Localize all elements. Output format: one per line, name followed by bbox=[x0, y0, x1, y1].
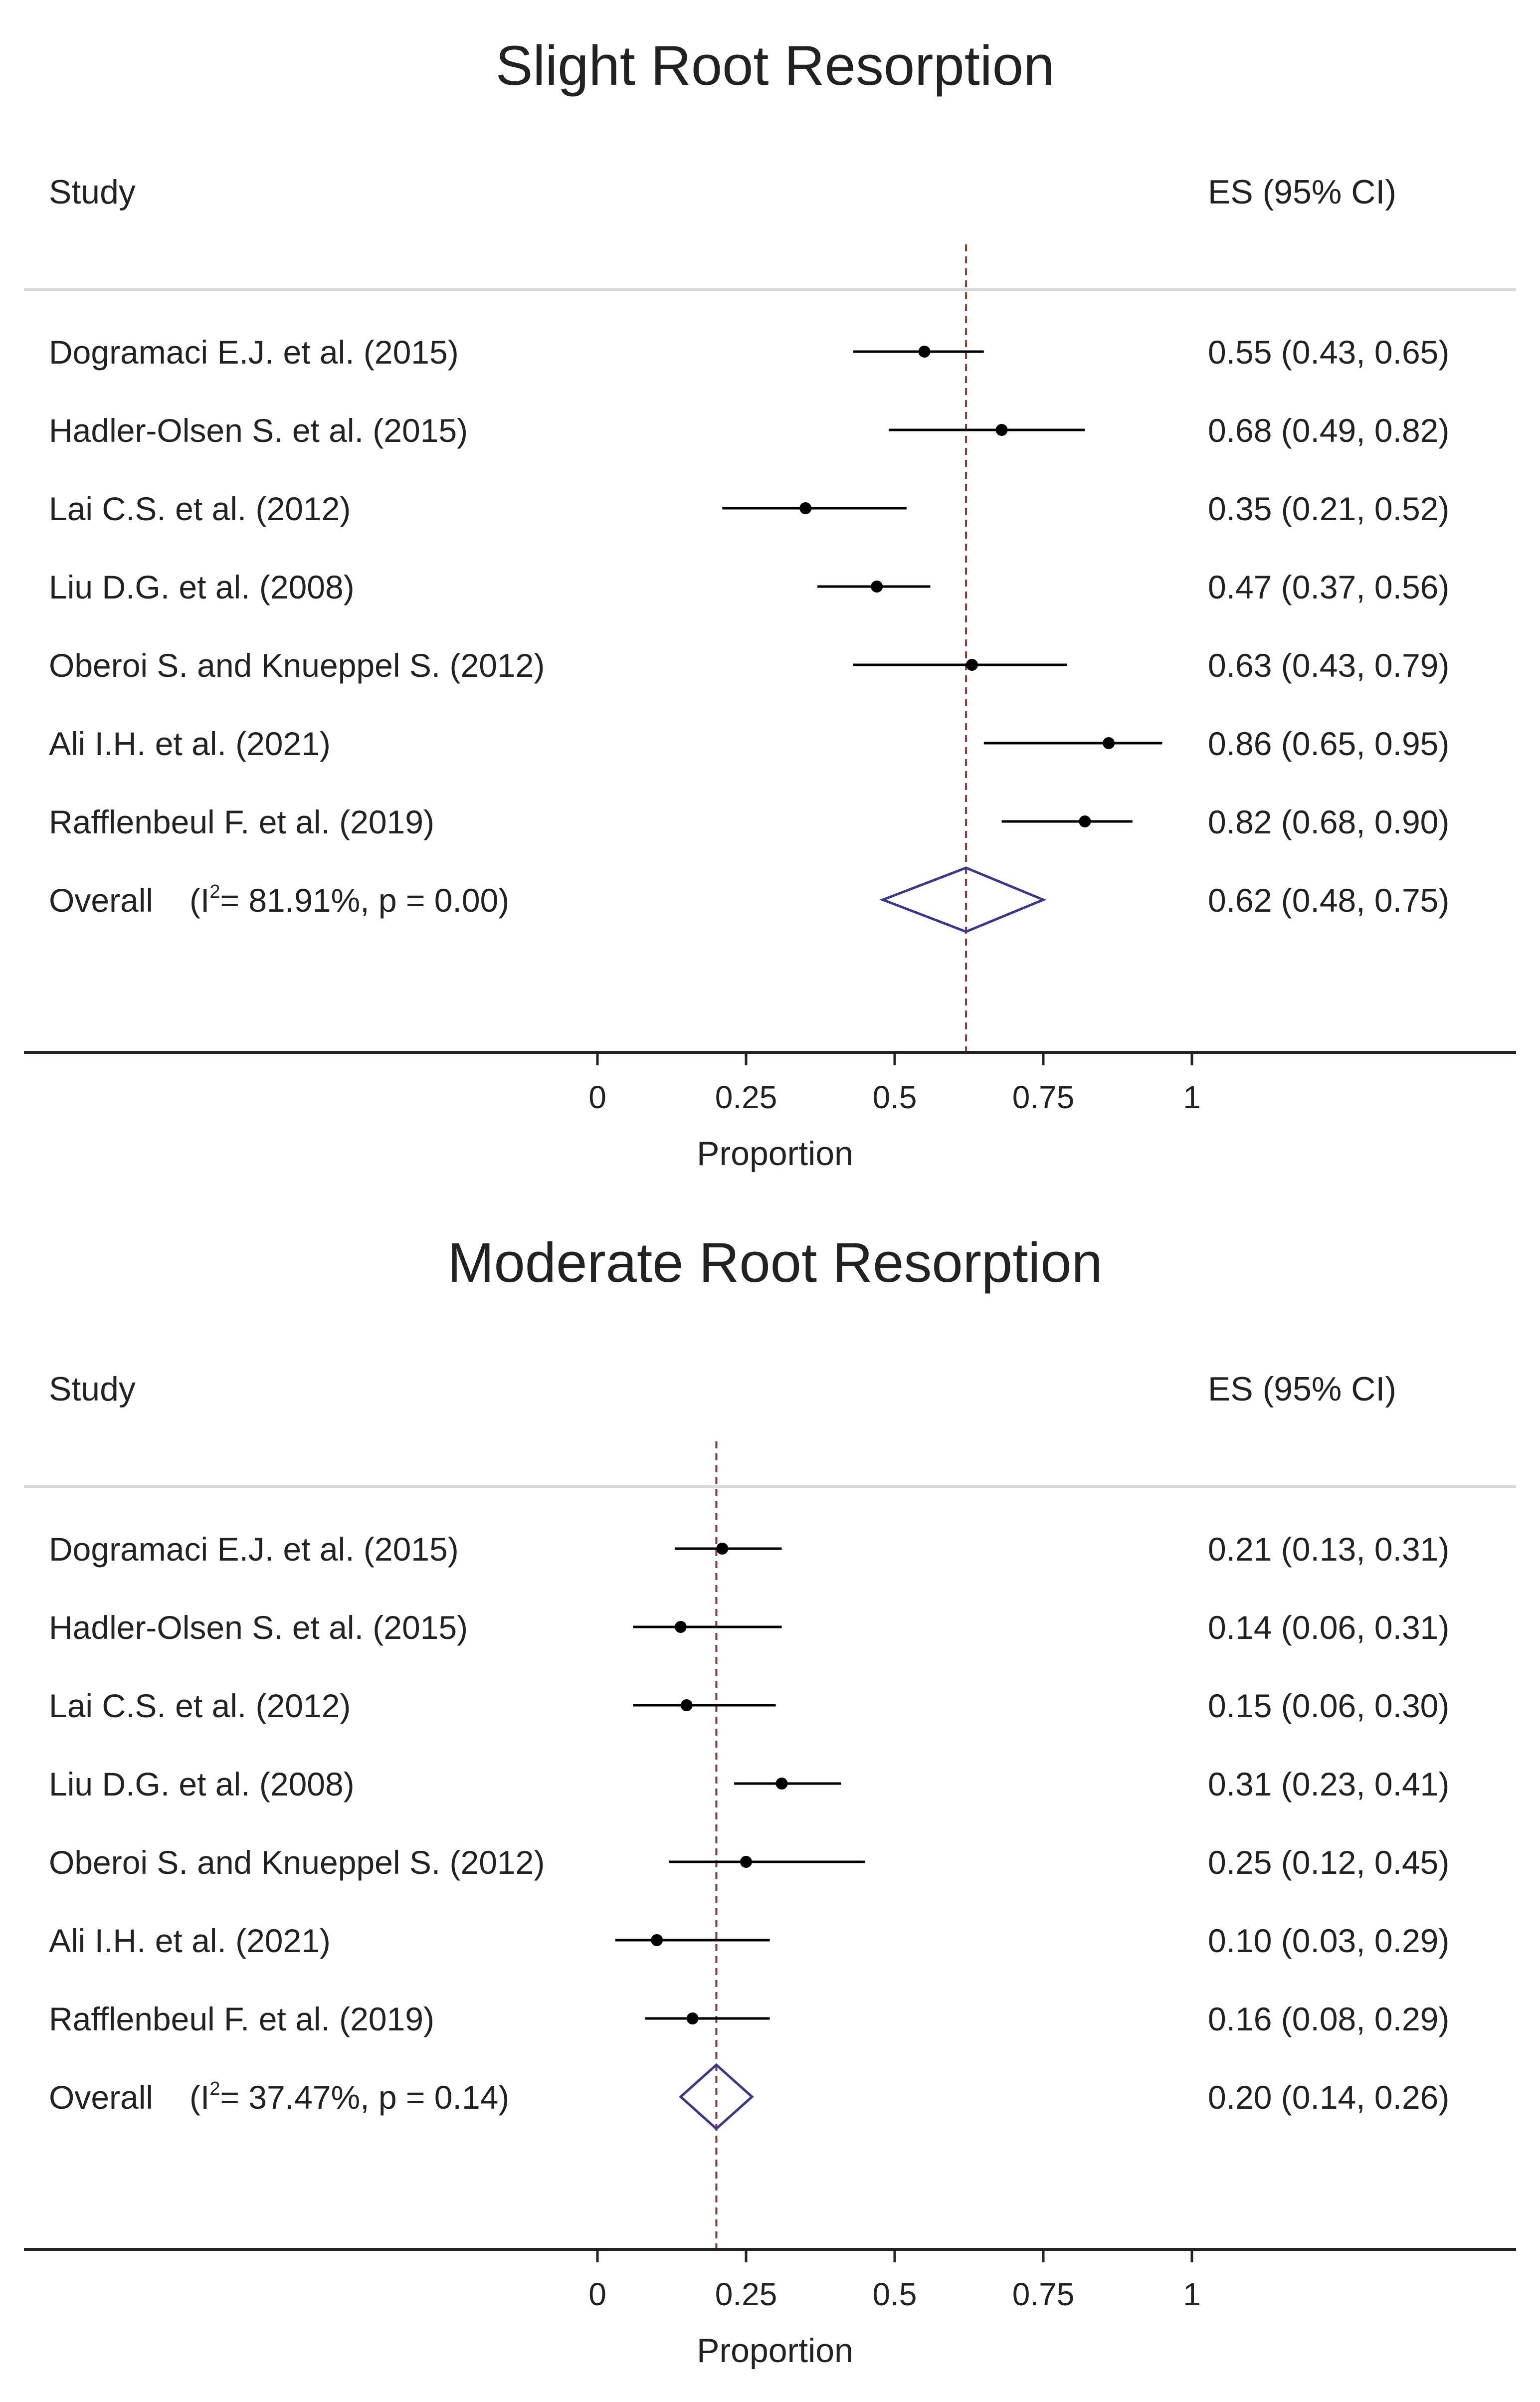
x-tick-label: 0 bbox=[588, 2276, 606, 2312]
study-name: Oberoi S. and Knueppel S. (2012) bbox=[49, 1844, 545, 1881]
heterogeneity-prefix: (I bbox=[190, 2079, 209, 2116]
study-name: Liu D.G. et al. (2008) bbox=[49, 569, 355, 605]
column-header-es: ES (95% CI) bbox=[1208, 173, 1396, 211]
effect-size-label: 0.14 (0.06, 0.31) bbox=[1208, 1609, 1449, 1646]
point-estimate bbox=[740, 1856, 752, 1868]
study-name: Hadler-Olsen S. et al. (2015) bbox=[49, 1609, 468, 1646]
study-name: Dogramaci E.J. et al. (2015) bbox=[49, 1531, 459, 1568]
heterogeneity-stat: (I2= 81.91%, p = 0.00) bbox=[190, 881, 509, 919]
point-estimate bbox=[799, 502, 812, 514]
point-estimate bbox=[1103, 737, 1115, 749]
heterogeneity-stat: (I2= 37.47%, p = 0.14) bbox=[190, 2078, 509, 2116]
effect-size-label: 0.68 (0.49, 0.82) bbox=[1208, 412, 1449, 449]
point-estimate bbox=[651, 1934, 663, 1946]
effect-size-label: 0.25 (0.12, 0.45) bbox=[1208, 1844, 1449, 1881]
overall-diamond bbox=[679, 2063, 754, 2131]
effect-size-label: 0.55 (0.43, 0.65) bbox=[1208, 334, 1449, 371]
study-name: Oberoi S. and Knueppel S. (2012) bbox=[49, 647, 545, 684]
x-tick-label: 0.25 bbox=[715, 1079, 777, 1115]
heterogeneity-superscript: 2 bbox=[209, 881, 220, 902]
effect-size-label: 0.63 (0.43, 0.79) bbox=[1208, 647, 1449, 684]
heterogeneity-prefix: (I bbox=[190, 882, 209, 919]
heterogeneity-superscript: 2 bbox=[209, 2078, 220, 2099]
overall-effect-size-label: 0.62 (0.48, 0.75) bbox=[1208, 882, 1449, 919]
overall-label: Overall bbox=[49, 2079, 153, 2116]
point-estimate bbox=[871, 581, 883, 593]
x-tick-label: 0.25 bbox=[715, 2276, 777, 2312]
forest-plot-svg: Slight Root Resorption Study ES (95% CI) Do… bbox=[24, 34, 1516, 1173]
x-axis-label: Proportion bbox=[697, 2332, 853, 2370]
effect-size-label: 0.21 (0.13, 0.31) bbox=[1208, 1531, 1449, 1568]
x-tick-label: 0.75 bbox=[1012, 2276, 1075, 2312]
forest-plot-svg: Moderate Root Resorption Study ES (95% CI)… bbox=[24, 1231, 1516, 2370]
point-estimate bbox=[686, 2012, 699, 2024]
study-name: Hadler-Olsen S. et al. (2015) bbox=[49, 412, 468, 449]
x-tick-label: 1 bbox=[1183, 2276, 1201, 2312]
x-tick-label: 0.75 bbox=[1012, 1079, 1075, 1115]
heterogeneity-suffix: = 37.47%, p = 0.14) bbox=[220, 2079, 509, 2116]
study-name: Ali I.H. et al. (2021) bbox=[49, 1922, 331, 1959]
point-estimate bbox=[995, 424, 1008, 436]
point-estimate bbox=[965, 659, 978, 671]
point-estimate bbox=[918, 346, 931, 358]
forest-plot-moderate: Moderate Root Resorption Study ES (95% CI)… bbox=[0, 1197, 1540, 2402]
chart-title: Slight Root Resorption bbox=[496, 34, 1055, 97]
effect-size-label: 0.35 (0.21, 0.52) bbox=[1208, 490, 1449, 527]
effect-size-label: 0.15 (0.06, 0.30) bbox=[1208, 1687, 1449, 1724]
column-header-study: Study bbox=[49, 1370, 136, 1408]
effect-size-label: 0.10 (0.03, 0.29) bbox=[1208, 1922, 1449, 1959]
study-name: Lai C.S. et al. (2012) bbox=[49, 490, 351, 527]
effect-size-label: 0.31 (0.23, 0.41) bbox=[1208, 1766, 1449, 1802]
study-name: Rafflenbeul F. et al. (2019) bbox=[49, 2001, 434, 2037]
study-name: Lai C.S. et al. (2012) bbox=[49, 1687, 351, 1724]
chart-title: Moderate Root Resorption bbox=[447, 1231, 1103, 1294]
x-tick-label: 0.5 bbox=[873, 2276, 917, 2312]
x-tick-label: 0 bbox=[588, 1079, 606, 1115]
study-name: Ali I.H. et al. (2021) bbox=[49, 725, 331, 762]
point-estimate bbox=[1079, 815, 1091, 827]
column-header-es: ES (95% CI) bbox=[1208, 1370, 1396, 1408]
x-tick-label: 0.5 bbox=[873, 1079, 917, 1115]
effect-size-label: 0.86 (0.65, 0.95) bbox=[1208, 725, 1449, 762]
effect-size-label: 0.47 (0.37, 0.56) bbox=[1208, 569, 1449, 605]
x-axis-label: Proportion bbox=[697, 1135, 853, 1173]
study-name: Liu D.G. et al. (2008) bbox=[49, 1766, 355, 1802]
point-estimate bbox=[680, 1699, 693, 1711]
overall-effect-size-label: 0.20 (0.14, 0.26) bbox=[1208, 2079, 1449, 2116]
x-tick-label: 1 bbox=[1183, 1079, 1201, 1115]
point-estimate bbox=[674, 1621, 687, 1633]
column-header-study: Study bbox=[49, 173, 136, 211]
heterogeneity-suffix: = 81.91%, p = 0.00) bbox=[220, 882, 509, 919]
forest-plot-slight: Slight Root Resorption Study ES (95% CI) Do… bbox=[0, 0, 1540, 1197]
overall-diamond bbox=[879, 866, 1047, 933]
point-estimate bbox=[716, 1543, 729, 1555]
effect-size-label: 0.82 (0.68, 0.90) bbox=[1208, 803, 1449, 840]
study-name: Rafflenbeul F. et al. (2019) bbox=[49, 803, 434, 840]
effect-size-label: 0.16 (0.08, 0.29) bbox=[1208, 2001, 1449, 2037]
overall-label: Overall bbox=[49, 882, 153, 919]
study-name: Dogramaci E.J. et al. (2015) bbox=[49, 334, 459, 371]
point-estimate bbox=[775, 1778, 788, 1790]
